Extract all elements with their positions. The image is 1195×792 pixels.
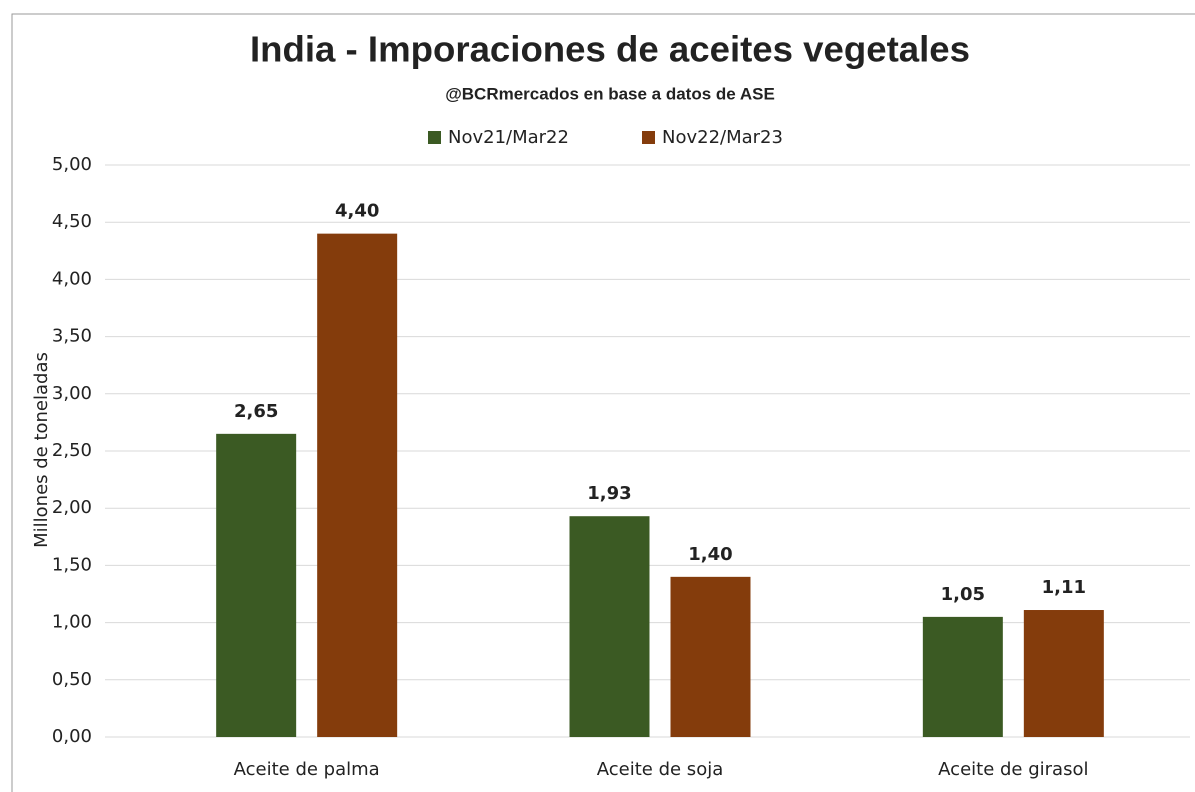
value-label: 2,65 xyxy=(234,401,278,422)
y-tick-label: 1,00 xyxy=(52,612,92,633)
legend-label: Nov22/Mar23 xyxy=(662,127,783,148)
x-tick-label: Aceite de girasol xyxy=(938,759,1088,780)
y-tick-label: 3,50 xyxy=(52,326,92,347)
y-tick-label: 4,00 xyxy=(52,268,92,289)
y-tick-label: 4,50 xyxy=(52,211,92,232)
legend-swatch xyxy=(428,131,441,144)
y-axis-label: Millones de toneladas xyxy=(31,352,52,548)
x-tick-label: Aceite de palma xyxy=(234,759,380,780)
bar xyxy=(317,233,398,737)
y-tick-label: 0,00 xyxy=(52,726,92,747)
value-label: 1,05 xyxy=(941,584,985,605)
bar xyxy=(1023,610,1104,737)
bar xyxy=(216,433,297,737)
value-label: 1,40 xyxy=(688,544,732,565)
chart-title: India - Imporaciones de aceites vegetale… xyxy=(250,29,970,70)
y-tick-label: 1,50 xyxy=(52,554,92,575)
bar xyxy=(922,616,1003,737)
chart-subtitle: @BCRmercados en base a datos de ASE xyxy=(445,84,775,103)
legend-swatch xyxy=(642,131,655,144)
y-tick-label: 0,50 xyxy=(52,669,92,690)
legend-label: Nov21/Mar22 xyxy=(448,127,569,148)
value-label: 1,11 xyxy=(1042,577,1086,598)
y-tick-label: 5,00 xyxy=(52,154,92,175)
y-tick-label: 3,00 xyxy=(52,383,92,404)
value-label: 4,40 xyxy=(335,201,379,222)
bar xyxy=(670,576,751,737)
bar xyxy=(569,516,650,737)
y-tick-label: 2,50 xyxy=(52,440,92,461)
y-tick-label: 2,00 xyxy=(52,497,92,518)
value-label: 1,93 xyxy=(587,483,631,504)
x-tick-label: Aceite de soja xyxy=(597,759,723,780)
